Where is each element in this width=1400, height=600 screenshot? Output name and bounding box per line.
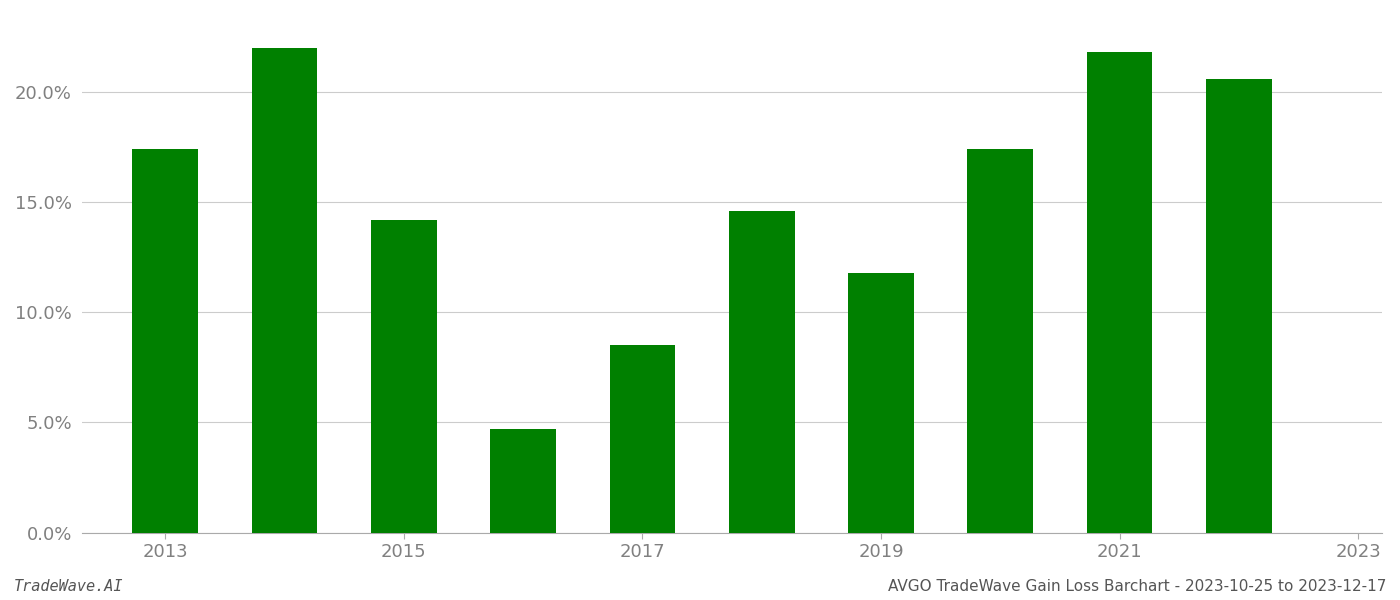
Bar (967, 149, 1033, 533)
Bar (729, 211, 795, 533)
Bar (252, 48, 318, 533)
Text: AVGO TradeWave Gain Loss Barchart - 2023-10-25 to 2023-12-17: AVGO TradeWave Gain Loss Barchart - 2023… (888, 579, 1386, 594)
Bar (1086, 52, 1152, 533)
Bar (371, 220, 437, 533)
Bar (609, 346, 675, 533)
Bar (848, 272, 914, 533)
Bar (133, 149, 197, 533)
Bar (490, 429, 556, 533)
Text: TradeWave.AI: TradeWave.AI (14, 579, 123, 594)
Bar (1205, 79, 1271, 533)
